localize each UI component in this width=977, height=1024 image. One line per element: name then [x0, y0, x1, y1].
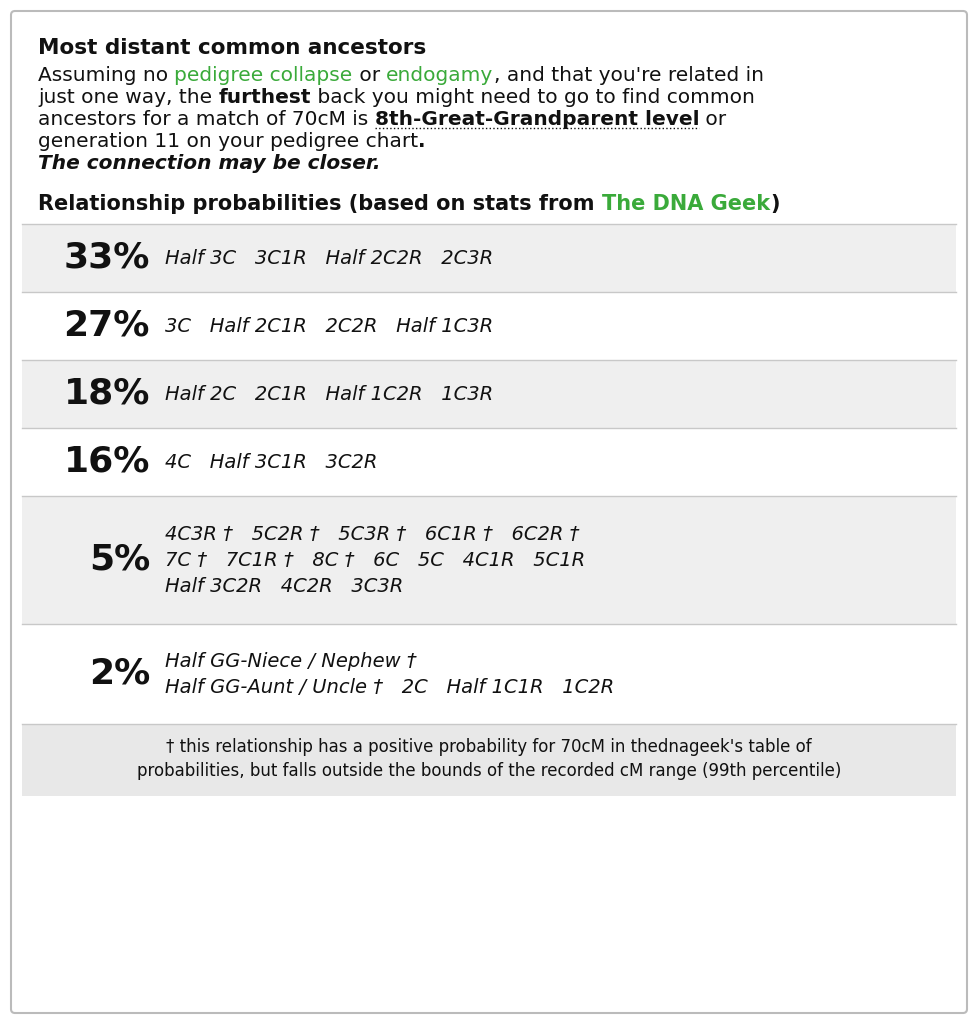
Bar — [21, 360, 956, 428]
Text: endogamy: endogamy — [386, 66, 493, 85]
Text: Half 3C2R   4C2R   3C3R: Half 3C2R 4C2R 3C3R — [165, 577, 403, 596]
Text: probabilities, but falls outside the bounds of the recorded cM range (99th perce: probabilities, but falls outside the bou… — [137, 762, 840, 780]
Bar — [21, 428, 956, 496]
Text: Half GG-Aunt / Uncle †   2C   Half 1C1R   1C2R: Half GG-Aunt / Uncle † 2C Half 1C1R 1C2R — [165, 678, 614, 697]
Text: ): ) — [769, 194, 779, 214]
Bar — [21, 224, 956, 292]
Text: Half 2C   2C1R   Half 1C2R   1C3R: Half 2C 2C1R Half 1C2R 1C3R — [165, 384, 492, 403]
Text: 4C   Half 3C1R   3C2R: 4C Half 3C1R 3C2R — [165, 453, 377, 471]
Text: 5%: 5% — [89, 543, 149, 577]
Text: 33%: 33% — [64, 241, 149, 275]
Text: The DNA Geek: The DNA Geek — [601, 194, 769, 214]
Text: or: or — [699, 110, 726, 129]
FancyBboxPatch shape — [11, 11, 966, 1013]
Text: 18%: 18% — [64, 377, 149, 411]
Text: generation 11 on your pedigree chart: generation 11 on your pedigree chart — [38, 132, 418, 151]
Text: or: or — [353, 66, 386, 85]
Text: Half GG-Niece / Nephew †: Half GG-Niece / Nephew † — [165, 652, 416, 671]
Text: , and that you're related in: , and that you're related in — [493, 66, 763, 85]
Text: furthest: furthest — [218, 88, 311, 106]
Text: 8th-Great-Grandparent level: 8th-Great-Grandparent level — [374, 110, 699, 129]
Bar — [21, 724, 956, 796]
Text: 2%: 2% — [89, 657, 149, 691]
Text: Assuming no: Assuming no — [38, 66, 174, 85]
Text: 4C3R †   5C2R †   5C3R †   6C1R †   6C2R †: 4C3R † 5C2R † 5C3R † 6C1R † 6C2R † — [165, 525, 578, 544]
Text: The connection may be closer.: The connection may be closer. — [38, 154, 380, 173]
Bar — [21, 496, 956, 624]
Text: ancestors for a match of 70cM is: ancestors for a match of 70cM is — [38, 110, 374, 129]
Text: 7C †   7C1R †   8C †   6C   5C   4C1R   5C1R: 7C † 7C1R † 8C † 6C 5C 4C1R 5C1R — [165, 551, 584, 570]
Text: 27%: 27% — [64, 309, 149, 343]
Text: back you might need to go to find common: back you might need to go to find common — [311, 88, 754, 106]
Text: pedigree collapse: pedigree collapse — [174, 66, 353, 85]
Text: 3C   Half 2C1R   2C2R   Half 1C3R: 3C Half 2C1R 2C2R Half 1C3R — [165, 316, 492, 336]
Text: 16%: 16% — [64, 445, 149, 479]
Text: Relationship probabilities (based on stats from: Relationship probabilities (based on sta… — [38, 194, 601, 214]
Text: † this relationship has a positive probability for 70cM in thednageek's table of: † this relationship has a positive proba… — [166, 738, 811, 756]
Text: Half 3C   3C1R   Half 2C2R   2C3R: Half 3C 3C1R Half 2C2R 2C3R — [165, 249, 492, 267]
Bar — [21, 624, 956, 724]
Text: Most distant common ancestors: Most distant common ancestors — [38, 38, 426, 58]
Text: .: . — [418, 132, 425, 151]
Text: just one way, the: just one way, the — [38, 88, 218, 106]
Bar — [21, 292, 956, 360]
